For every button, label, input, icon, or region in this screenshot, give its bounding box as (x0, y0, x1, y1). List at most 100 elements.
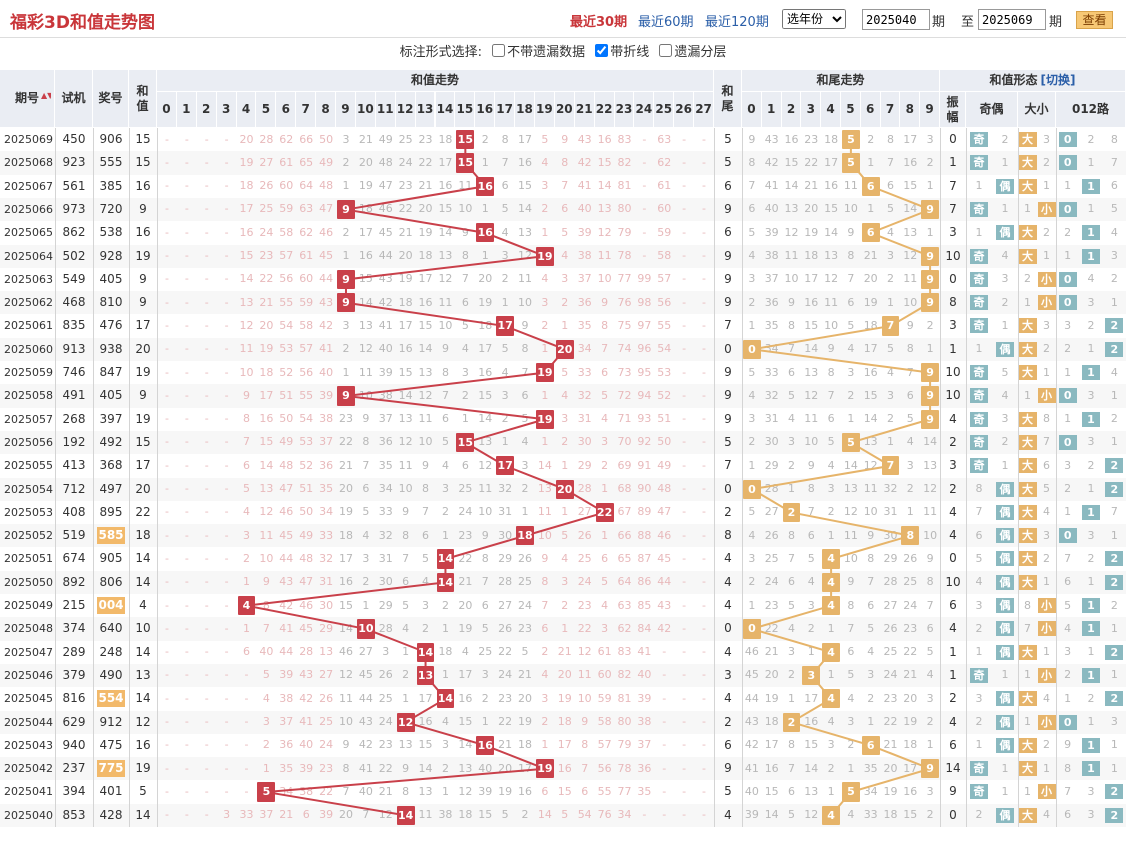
tail-miss: 19 (883, 784, 898, 798)
odd-tag: 奇 (970, 248, 988, 264)
tail-miss: 2 (847, 738, 855, 752)
sum-miss: 1 (601, 482, 609, 495)
tail-miss: 5 (886, 342, 894, 356)
tail-miss: 3 (867, 668, 875, 682)
draw-cell: 497 (99, 481, 123, 496)
sum-miss: 27 (577, 505, 592, 519)
sum-miss: 8 (342, 761, 350, 775)
tail-miss: 41 (764, 179, 779, 193)
sort-icon[interactable]: ▲▼ (41, 92, 51, 100)
sum-miss: 18 (398, 295, 413, 309)
sum-miss: 49 (299, 528, 314, 542)
sum-miss: 17 (557, 738, 572, 752)
issue-to-input[interactable] (978, 9, 1046, 30)
option-no-miss-checkbox[interactable] (492, 44, 506, 57)
sum-miss: 17 (418, 272, 433, 286)
switch-link[interactable]: [切换] (1040, 73, 1076, 87)
option-polyline-checkbox[interactable] (595, 44, 609, 57)
sum-miss: 6 (362, 482, 370, 495)
sum-miss: 15 (438, 202, 453, 216)
tail-cell: 4 (724, 807, 732, 822)
tail-miss: 21 (903, 668, 918, 682)
sum-cell: 10 (135, 621, 151, 636)
big-small-miss: 8 (1043, 412, 1050, 426)
sum-miss: 33 (577, 365, 592, 379)
recent-60-link[interactable]: 最近60期 (638, 15, 694, 30)
recent-120-link[interactable]: 最近120期 (705, 15, 769, 30)
view-button[interactable]: 查看 (1076, 11, 1113, 29)
sum-miss: 26 (518, 551, 532, 565)
tail-miss: 4 (748, 388, 756, 402)
sum-miss: - (244, 668, 249, 682)
sum-hit: 12 (396, 712, 415, 732)
sum-miss: 7 (481, 575, 489, 589)
road-miss: 1 (1064, 412, 1072, 426)
option-no-miss[interactable]: 不带遗漏数据 (492, 44, 585, 60)
tail-miss: 42 (764, 155, 779, 169)
tail-miss: 6 (787, 575, 795, 589)
tail-hit: 0 (743, 339, 761, 359)
recent-30-link[interactable]: 最近30期 (570, 15, 628, 30)
sum-miss: 46 (299, 598, 314, 612)
tail-hit: 4 (822, 642, 840, 662)
tail-miss: 18 (903, 738, 918, 752)
tail-miss: 8 (807, 482, 815, 495)
road-tag: 1 (1081, 667, 1100, 683)
option-miss-layer-checkbox[interactable] (659, 44, 673, 57)
sum-miss: 19 (478, 295, 493, 309)
sum-miss: - (184, 155, 189, 169)
sum-miss: 13 (239, 295, 254, 309)
header-issue[interactable]: 期号 (0, 70, 55, 128)
road-tag: 0 (1058, 132, 1077, 147)
sum-miss: 21 (279, 808, 294, 822)
tail-miss: 4 (847, 691, 855, 705)
option-miss-layer[interactable]: 遗漏分层 (659, 44, 726, 60)
sum-miss: 13 (358, 318, 373, 332)
odd-even-cell: 奇 (966, 384, 992, 407)
sum-miss: 13 (398, 738, 413, 752)
sum-miss: - (204, 249, 209, 262)
road-miss: 2 (1110, 412, 1118, 426)
sum-miss: 14 (438, 225, 453, 239)
big-small-miss: 1 (1043, 761, 1050, 775)
tail-hit: 3 (802, 665, 821, 686)
option-polyline[interactable]: 带折线 (595, 44, 649, 60)
sum-miss: 47 (657, 505, 672, 519)
big-small-cell: 大 (1018, 408, 1037, 431)
road-cell: 1 (1079, 361, 1102, 384)
issue-cell: 2025058 (4, 389, 53, 403)
sum-miss: 1 (501, 295, 509, 309)
header-sum-col: 26 (674, 92, 695, 128)
sum-miss: 9 (461, 225, 469, 239)
sum-miss: 3 (561, 412, 569, 426)
tail-miss: 3 (847, 365, 855, 379)
sum-miss: 5 (441, 435, 449, 449)
tail-hit: 4 (822, 805, 840, 825)
sum-miss: 17 (338, 551, 353, 565)
sum-miss: - (224, 412, 229, 426)
sum-miss: 19 (338, 505, 353, 519)
sum-miss: 3 (342, 318, 350, 332)
sum-miss: 16 (597, 132, 612, 146)
issue-from-input[interactable] (862, 9, 930, 30)
big-small-miss: 4 (1043, 691, 1050, 705)
trial-cell: 892 (62, 574, 86, 589)
header-trial: 试机 (55, 70, 93, 128)
tail-miss: 17 (824, 155, 839, 169)
sum-miss: 67 (617, 505, 632, 519)
sum-miss: 14 (418, 342, 433, 356)
header-sum-col: 7 (296, 92, 317, 128)
sum-miss: 54 (279, 318, 294, 332)
road-cell: 2 (1103, 571, 1126, 594)
sum-miss: - (204, 575, 209, 589)
big-small-cell: 大 (1018, 734, 1037, 757)
year-select[interactable]: 选年份 (782, 9, 846, 29)
sum-miss: 16 (458, 691, 473, 705)
sum-cell: 19 (135, 248, 151, 263)
road-cell: 1 (1079, 734, 1102, 757)
sum-miss: 11 (259, 528, 274, 542)
trial-cell: 835 (62, 318, 86, 333)
header-amp: 振幅 (940, 92, 966, 128)
sum-cell: 19 (135, 365, 151, 379)
sum-miss: 27 (358, 645, 373, 659)
